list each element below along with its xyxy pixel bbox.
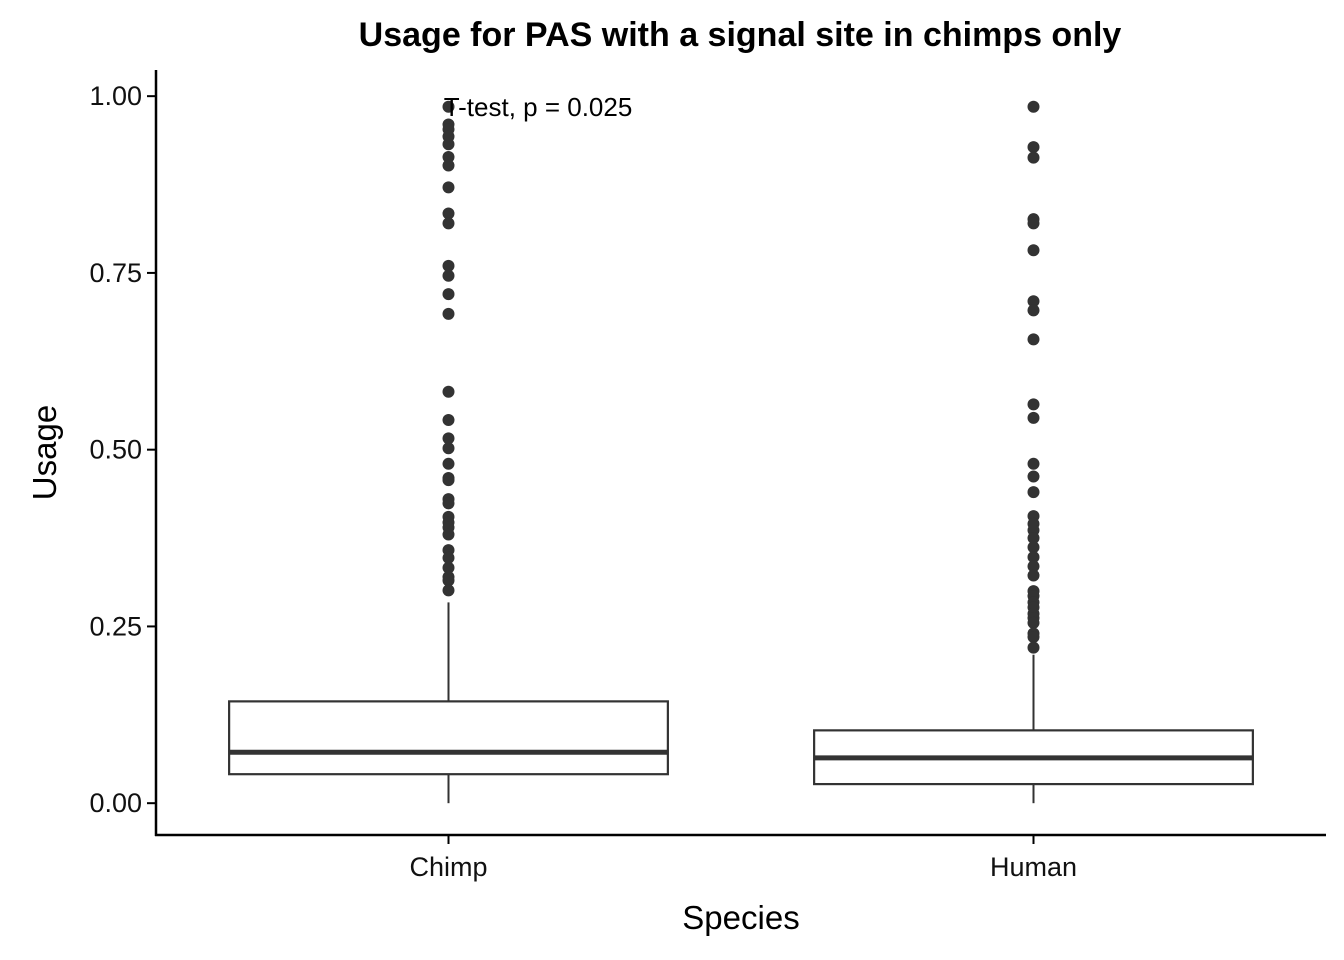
outlier-point	[442, 288, 455, 301]
outlier-point	[1027, 631, 1040, 644]
outlier-point	[442, 307, 455, 320]
x-tick-label: Chimp	[409, 852, 487, 882]
outlier-point	[442, 584, 455, 597]
outlier-point	[442, 497, 455, 510]
outlier-point	[1027, 217, 1040, 230]
x-axis-title: Species	[682, 899, 799, 936]
outlier-point	[1027, 541, 1040, 554]
outlier-point	[1027, 333, 1040, 346]
chart-title: Usage for PAS with a signal site in chim…	[358, 16, 1122, 54]
y-tick-label: 0.25	[89, 611, 142, 641]
outlier-point	[442, 259, 455, 272]
x-tick-label: Human	[990, 852, 1077, 882]
y-tick-label: 0.50	[89, 435, 142, 465]
outlier-point	[442, 551, 455, 564]
outlier-point	[442, 432, 455, 445]
outlier-point	[442, 181, 455, 194]
outlier-point	[1027, 295, 1040, 308]
y-tick-label: 0.75	[89, 258, 142, 288]
outlier-point	[1027, 470, 1040, 483]
y-tick-label: 0.00	[89, 788, 142, 818]
outlier-point	[1027, 100, 1040, 113]
outlier-point	[1027, 641, 1040, 654]
outlier-point	[1027, 141, 1040, 154]
outlier-point	[1027, 398, 1040, 411]
test-annotation: T-test, p = 0.025	[444, 92, 633, 122]
outlier-point	[442, 528, 455, 541]
outlier-point	[442, 138, 455, 151]
outlier-point	[442, 457, 455, 470]
y-axis-title: Usage	[26, 405, 63, 500]
outlier-point	[1027, 560, 1040, 573]
outlier-point	[1027, 151, 1040, 164]
outlier-point	[1027, 244, 1040, 257]
outlier-point	[442, 207, 455, 220]
outlier-point	[1027, 457, 1040, 470]
y-tick-label: 1.00	[89, 81, 142, 111]
outlier-point	[442, 561, 455, 574]
outlier-point	[1027, 551, 1040, 564]
outlier-point	[442, 269, 455, 282]
outlier-point	[442, 385, 455, 398]
outlier-point	[1027, 304, 1040, 317]
outlier-point	[442, 100, 455, 113]
outlier-point	[1027, 411, 1040, 424]
outlier-point	[442, 413, 455, 426]
box-iqr	[228, 700, 669, 776]
outlier-point	[442, 574, 455, 587]
outlier-point	[1027, 616, 1040, 629]
outlier-point	[1027, 532, 1040, 545]
outlier-point	[442, 442, 455, 455]
outlier-point	[1027, 486, 1040, 499]
outlier-point	[442, 150, 455, 163]
outlier-point	[442, 217, 455, 230]
outlier-point	[442, 159, 455, 172]
outlier-point	[1027, 569, 1040, 582]
outlier-point	[442, 474, 455, 487]
